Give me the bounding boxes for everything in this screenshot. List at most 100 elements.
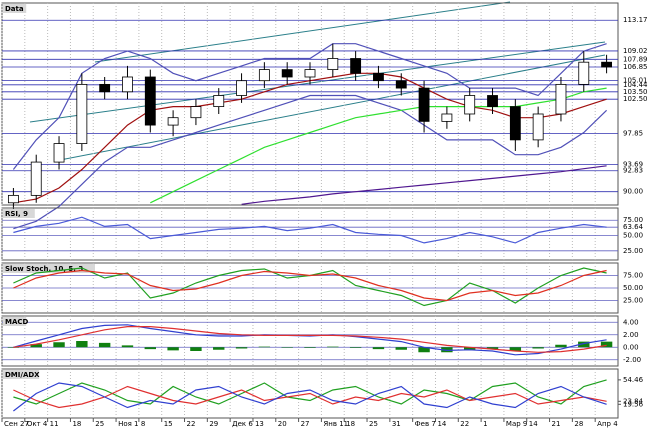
candle-body [532, 113, 544, 141]
histogram-bar [395, 347, 407, 350]
candle-body [167, 117, 179, 126]
panel-title: Slow Stoch, 10, 5, 3 [5, 265, 83, 273]
candle-body [601, 61, 613, 68]
series-line [13, 385, 607, 409]
panel [1, 207, 619, 261]
candle-body [7, 194, 19, 204]
candle-body [281, 69, 293, 78]
series-line [13, 269, 607, 302]
y-tick-label: 50.00 [623, 284, 643, 292]
panel-title: Data [5, 5, 24, 13]
y-tick-label: 93.69 [623, 160, 643, 168]
x-tick-label: 13 [255, 420, 264, 428]
histogram-bar [258, 346, 271, 348]
candle-body [236, 80, 247, 96]
histogram-bar [600, 341, 613, 348]
histogram-bar [486, 347, 499, 350]
histogram-bar [418, 347, 430, 353]
histogram-bar [98, 342, 111, 348]
y-tick-label: 75.00 [623, 272, 643, 280]
candle-body [144, 76, 156, 126]
y-tick-label: 107.89 [623, 55, 648, 63]
x-tick-label: 25 [95, 420, 104, 428]
x-tick-label: Фев 7 [415, 420, 436, 428]
histogram-bar [53, 342, 65, 348]
y-tick-label: 92.83 [623, 167, 643, 175]
x-tick-label: 11 [50, 420, 59, 428]
x-tick-label: 8 [141, 420, 145, 428]
panel-title: MACD [5, 318, 29, 326]
x-tick-label: Окт 4 [27, 420, 48, 428]
y-tick-label: 104.44 [623, 81, 648, 89]
x-tick-label: 18 [72, 420, 81, 428]
candle-body [190, 106, 202, 119]
candle-body [99, 83, 111, 93]
histogram-bar [121, 345, 134, 348]
candle-body [509, 106, 521, 141]
candle-body [327, 58, 339, 70]
x-tick-label: Мар 9 [506, 420, 527, 428]
histogram-bar [578, 341, 590, 348]
panel-title: DMI/ADX [5, 371, 40, 379]
histogram-bar [281, 347, 293, 348]
series-line [13, 326, 607, 353]
panel-title-bg [3, 209, 35, 218]
panel-title-bg [3, 370, 40, 379]
channel-line [29, 41, 606, 123]
y-tick-label: 109.02 [623, 47, 648, 55]
candle-body [350, 58, 362, 74]
histogram-bar [532, 347, 544, 349]
histogram-bar [190, 347, 202, 351]
histogram-bar [441, 347, 453, 353]
y-tick-label: 75.00 [623, 216, 643, 224]
candle-body [304, 69, 316, 78]
x-tick-label: 31 [392, 420, 401, 428]
y-tick-label: 4.00 [623, 318, 639, 326]
candle-body [395, 80, 407, 89]
candle-body [578, 61, 590, 85]
y-tick-label: 102.50 [623, 95, 648, 103]
x-tick-label: Ноя 1 [118, 420, 138, 428]
y-tick-label: 105.01 [623, 77, 648, 85]
y-tick-label: 113.17 [623, 16, 648, 24]
y-tick-label: 106.85 [623, 63, 648, 71]
candle-body [53, 143, 65, 163]
y-tick-label: -2.00 [623, 356, 641, 364]
series-line [150, 87, 607, 204]
x-tick-label: 21 [552, 420, 561, 428]
y-tick-label: 90.00 [623, 188, 643, 196]
histogram-bar [144, 347, 156, 350]
y-tick-label: 54.46 [623, 376, 644, 384]
histogram-bar [464, 347, 476, 350]
candle-body [418, 87, 430, 122]
histogram-bar [304, 347, 316, 348]
x-tick-label: 25 [369, 420, 378, 428]
panel-title: RSI, 9 [5, 210, 28, 218]
series-line [13, 94, 608, 230]
histogram-bar [555, 344, 567, 348]
y-tick-label: 23.84 [623, 397, 644, 405]
candle-body [76, 83, 88, 144]
x-tick-label: 22 [187, 420, 196, 428]
x-tick-label: 18 [346, 420, 355, 428]
series-line [13, 216, 607, 244]
x-tick-label: 1 [483, 420, 487, 428]
y-tick-label: 19.56 [623, 400, 644, 408]
x-tick-label: 22 [460, 420, 469, 428]
y-tick-label: 25.00 [623, 247, 643, 255]
candle-body [464, 95, 476, 115]
series-line [12, 43, 607, 170]
histogram-bar [349, 347, 362, 348]
x-tick-label: 20 [278, 420, 287, 428]
panel-title-bg [3, 4, 27, 13]
candle-body [373, 72, 384, 82]
x-tick-label: Янв 11 [323, 420, 348, 428]
channel-line [94, 1, 511, 63]
candle-body [487, 95, 498, 107]
candle-body [258, 69, 270, 82]
channel-lines [29, 1, 606, 161]
y-tick-label: 0.00 [623, 343, 639, 351]
histogram-bar [235, 347, 248, 349]
